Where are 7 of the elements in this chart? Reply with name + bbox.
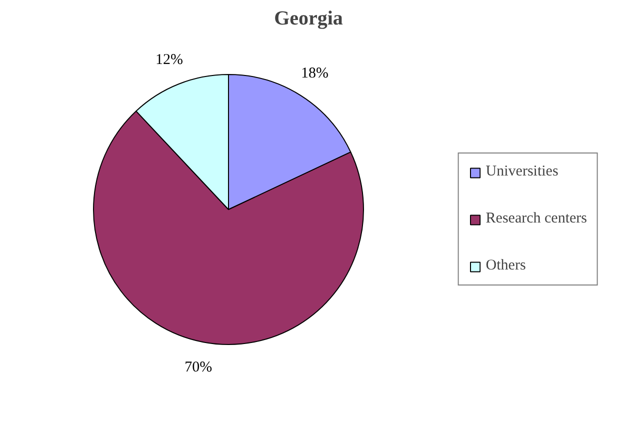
legend-label: Universities <box>486 164 558 180</box>
data-label: 12% <box>155 52 183 68</box>
data-label: 18% <box>301 66 329 82</box>
data-label: 70% <box>184 360 212 376</box>
legend-label: Others <box>486 258 526 274</box>
legend-label: Research centers <box>486 210 587 228</box>
chart-title: Georgia <box>274 8 343 30</box>
